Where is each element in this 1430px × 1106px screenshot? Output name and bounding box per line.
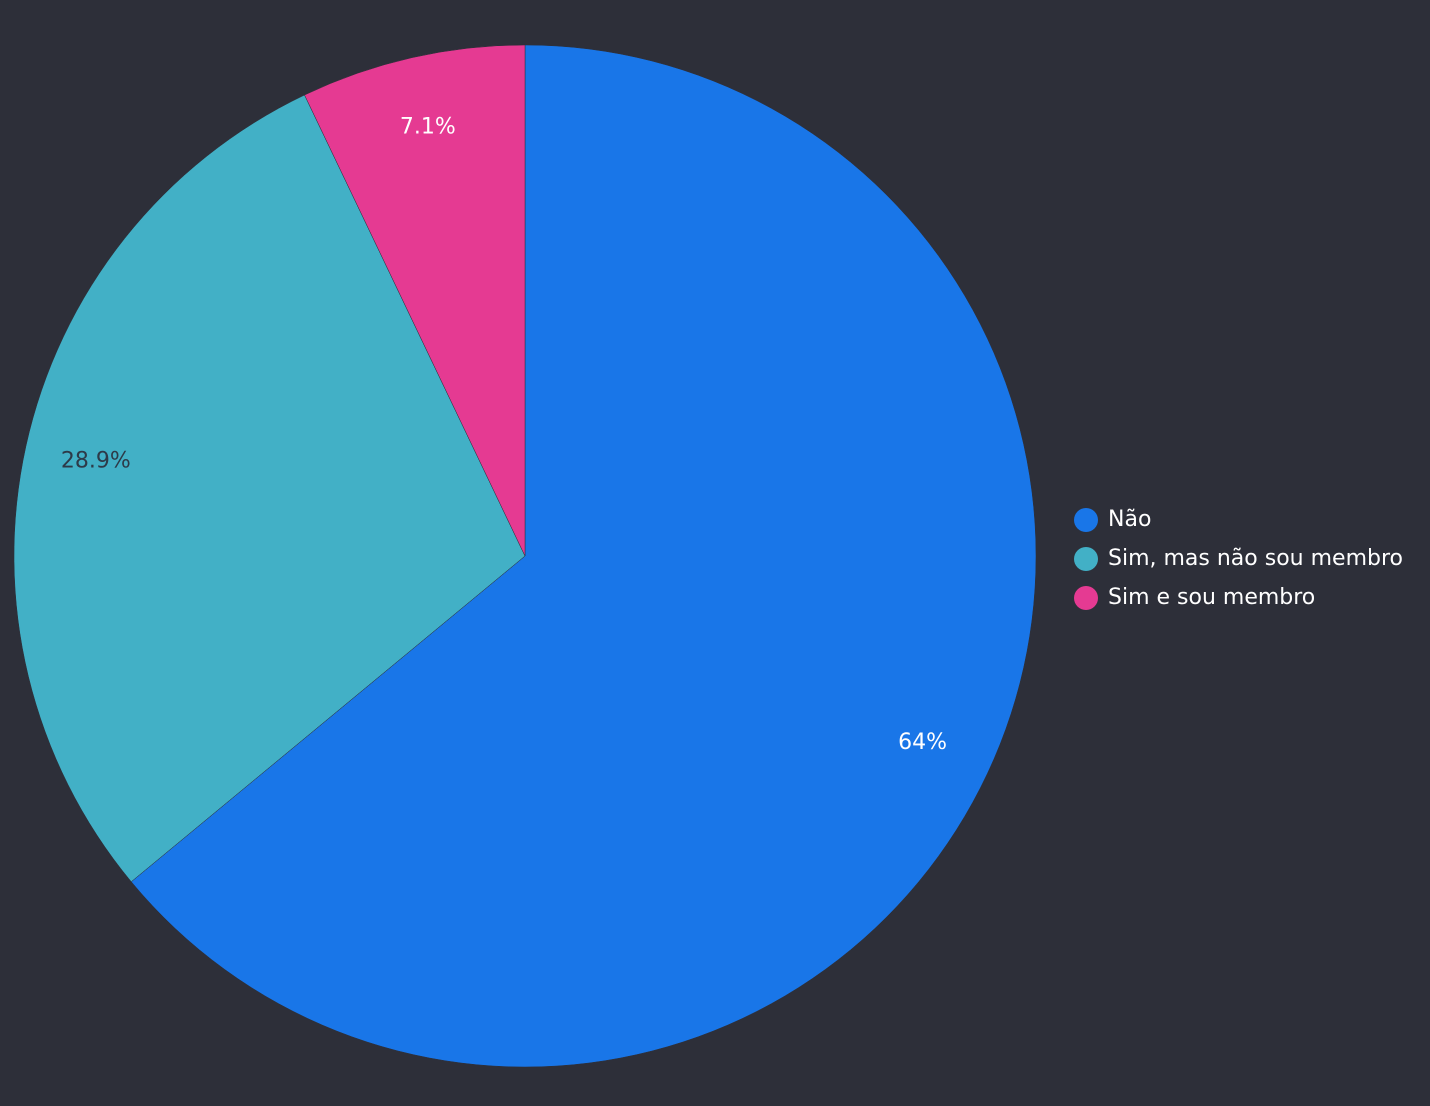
- legend-swatch: [1074, 546, 1098, 571]
- pie-slices: [13, 44, 1037, 1068]
- legend-item-nao[interactable]: Não: [1074, 500, 1414, 539]
- legend: Não Sim, mas não sou membro Sim e sou me…: [1074, 500, 1414, 617]
- legend-item-sim-mas-nao-sou-membro[interactable]: Sim, mas não sou membro: [1074, 539, 1414, 578]
- pie-data-labels: 64% 28.9% 7.1%: [61, 114, 947, 755]
- data-label-1: 28.9%: [61, 448, 131, 473]
- data-label-0: 64%: [898, 730, 947, 755]
- legend-label: Não: [1108, 507, 1152, 532]
- pie-slice-0[interactable]: [130, 44, 1037, 1068]
- legend-swatch: [1074, 507, 1098, 532]
- legend-item-sim-e-sou-membro[interactable]: Sim e sou membro: [1074, 578, 1414, 617]
- data-label-2: 7.1%: [400, 114, 456, 139]
- pie-slice-1[interactable]: [13, 94, 526, 883]
- legend-label: Sim, mas não sou membro: [1108, 546, 1403, 571]
- pie-slice-2[interactable]: [304, 44, 526, 557]
- legend-label: Sim e sou membro: [1108, 585, 1316, 610]
- legend-swatch: [1074, 585, 1098, 610]
